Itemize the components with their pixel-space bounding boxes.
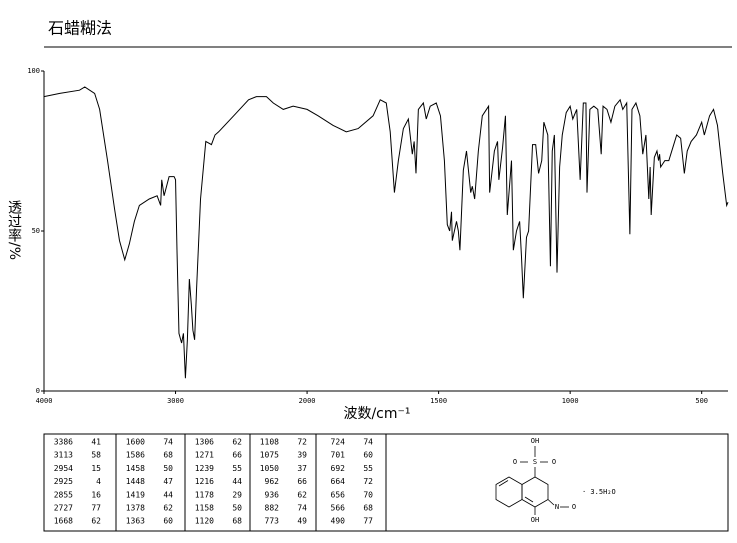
peak-transmittance: 47 bbox=[163, 477, 173, 486]
peak-transmittance: 74 bbox=[163, 438, 173, 447]
peak-wavenumber: 773 bbox=[265, 517, 280, 526]
structure-label: O bbox=[513, 458, 517, 466]
peak-transmittance: 62 bbox=[91, 517, 101, 526]
peak-wavenumber: 1216 bbox=[195, 477, 214, 486]
peak-wavenumber: 3386 bbox=[54, 438, 73, 447]
peak-wavenumber: 936 bbox=[265, 490, 280, 499]
peak-wavenumber: 664 bbox=[331, 477, 346, 486]
peak-transmittance: 70 bbox=[363, 490, 373, 499]
peak-transmittance: 62 bbox=[297, 490, 307, 499]
peak-transmittance: 77 bbox=[363, 517, 373, 526]
peak-wavenumber: 1158 bbox=[195, 504, 214, 513]
peak-wavenumber: 1306 bbox=[195, 438, 214, 447]
y-tick-label: 50 bbox=[32, 227, 40, 235]
y-axis-label: 透过率/% bbox=[6, 200, 22, 260]
structure-label: OH bbox=[531, 437, 539, 445]
peak-wavenumber: 2954 bbox=[54, 464, 73, 473]
peak-wavenumber: 2727 bbox=[54, 504, 73, 513]
table-dividers bbox=[115, 434, 387, 531]
x-tick-label: 1500 bbox=[430, 397, 447, 405]
structure-bonds bbox=[495, 446, 569, 515]
peak-transmittance: 41 bbox=[91, 438, 101, 447]
peak-transmittance: 66 bbox=[232, 451, 242, 460]
y-tick-label: 0 bbox=[36, 387, 40, 395]
peak-wavenumber: 1363 bbox=[126, 517, 145, 526]
peak-wavenumber: 724 bbox=[331, 438, 346, 447]
peak-transmittance: 72 bbox=[297, 438, 307, 447]
peak-transmittance: 74 bbox=[297, 504, 307, 513]
structure-label: · 3.5H₂O bbox=[582, 488, 616, 496]
peak-transmittance: 77 bbox=[91, 504, 101, 513]
peak-transmittance: 60 bbox=[363, 451, 373, 460]
peak-transmittance: 72 bbox=[363, 477, 373, 486]
peak-wavenumber: 2855 bbox=[54, 490, 73, 499]
x-tick-label: 4000 bbox=[36, 397, 53, 405]
peak-wavenumber: 3113 bbox=[54, 451, 73, 460]
peak-wavenumber: 490 bbox=[331, 517, 346, 526]
structure-label: OH bbox=[531, 516, 539, 524]
peak-wavenumber: 566 bbox=[331, 504, 346, 513]
y-tick-label: 100 bbox=[27, 67, 40, 75]
peak-wavenumber: 882 bbox=[265, 504, 280, 513]
peak-transmittance: 60 bbox=[163, 517, 173, 526]
peak-transmittance: 44 bbox=[163, 490, 173, 499]
spectrum-line bbox=[43, 86, 729, 379]
structure-label: O bbox=[552, 458, 556, 466]
peak-transmittance: 68 bbox=[232, 517, 242, 526]
peak-transmittance: 44 bbox=[232, 477, 242, 486]
peak-wavenumber: 1178 bbox=[195, 490, 214, 499]
x-tick-label: 3000 bbox=[167, 397, 184, 405]
chart-title: 石蜡糊法 bbox=[48, 19, 112, 38]
peak-transmittance: 62 bbox=[232, 438, 242, 447]
peak-transmittance: 68 bbox=[363, 504, 373, 513]
peak-transmittance: 37 bbox=[297, 464, 307, 473]
peak-wavenumber: 1075 bbox=[260, 451, 279, 460]
peak-transmittance: 55 bbox=[363, 464, 373, 473]
x-tick-label: 1000 bbox=[562, 397, 579, 405]
peak-wavenumber: 1458 bbox=[126, 464, 145, 473]
peak-wavenumber: 2925 bbox=[54, 477, 73, 486]
peak-transmittance: 50 bbox=[163, 464, 173, 473]
peak-transmittance: 66 bbox=[297, 477, 307, 486]
structure-label: N bbox=[555, 503, 559, 511]
peak-wavenumber: 1419 bbox=[126, 490, 145, 499]
peak-transmittance: 39 bbox=[297, 451, 307, 460]
peak-wavenumber: 692 bbox=[331, 464, 346, 473]
peak-transmittance: 50 bbox=[232, 504, 242, 513]
peak-wavenumber: 1271 bbox=[195, 451, 214, 460]
peak-wavenumber: 1108 bbox=[260, 438, 279, 447]
peak-transmittance: 4 bbox=[96, 477, 101, 486]
peak-wavenumber: 1050 bbox=[260, 464, 279, 473]
peak-wavenumber: 1600 bbox=[126, 438, 145, 447]
peak-transmittance: 55 bbox=[232, 464, 242, 473]
peak-wavenumber: 962 bbox=[265, 477, 280, 486]
structure-label: O bbox=[572, 503, 576, 511]
peak-wavenumber: 1448 bbox=[126, 477, 145, 486]
peak-wavenumber: 1239 bbox=[195, 464, 214, 473]
peak-transmittance: 16 bbox=[91, 490, 101, 499]
x-tick-label: 500 bbox=[695, 397, 708, 405]
peak-transmittance: 68 bbox=[163, 451, 173, 460]
peak-wavenumber: 1120 bbox=[195, 517, 214, 526]
peak-transmittance: 62 bbox=[163, 504, 173, 513]
peak-wavenumber: 1378 bbox=[126, 504, 145, 513]
peak-wavenumber: 656 bbox=[331, 490, 346, 499]
peak-wavenumber: 1586 bbox=[126, 451, 145, 460]
peak-wavenumber: 701 bbox=[331, 451, 346, 460]
peak-wavenumber: 1668 bbox=[54, 517, 73, 526]
x-tick-label: 2000 bbox=[299, 397, 316, 405]
structure-label: S bbox=[533, 458, 537, 466]
peak-transmittance: 74 bbox=[363, 438, 373, 447]
peak-transmittance: 15 bbox=[91, 464, 101, 473]
peak-transmittance: 49 bbox=[297, 517, 307, 526]
peak-transmittance: 29 bbox=[232, 490, 242, 499]
x-axis-label: 波数/cm⁻¹ bbox=[343, 406, 410, 422]
peak-transmittance: 58 bbox=[91, 451, 101, 460]
